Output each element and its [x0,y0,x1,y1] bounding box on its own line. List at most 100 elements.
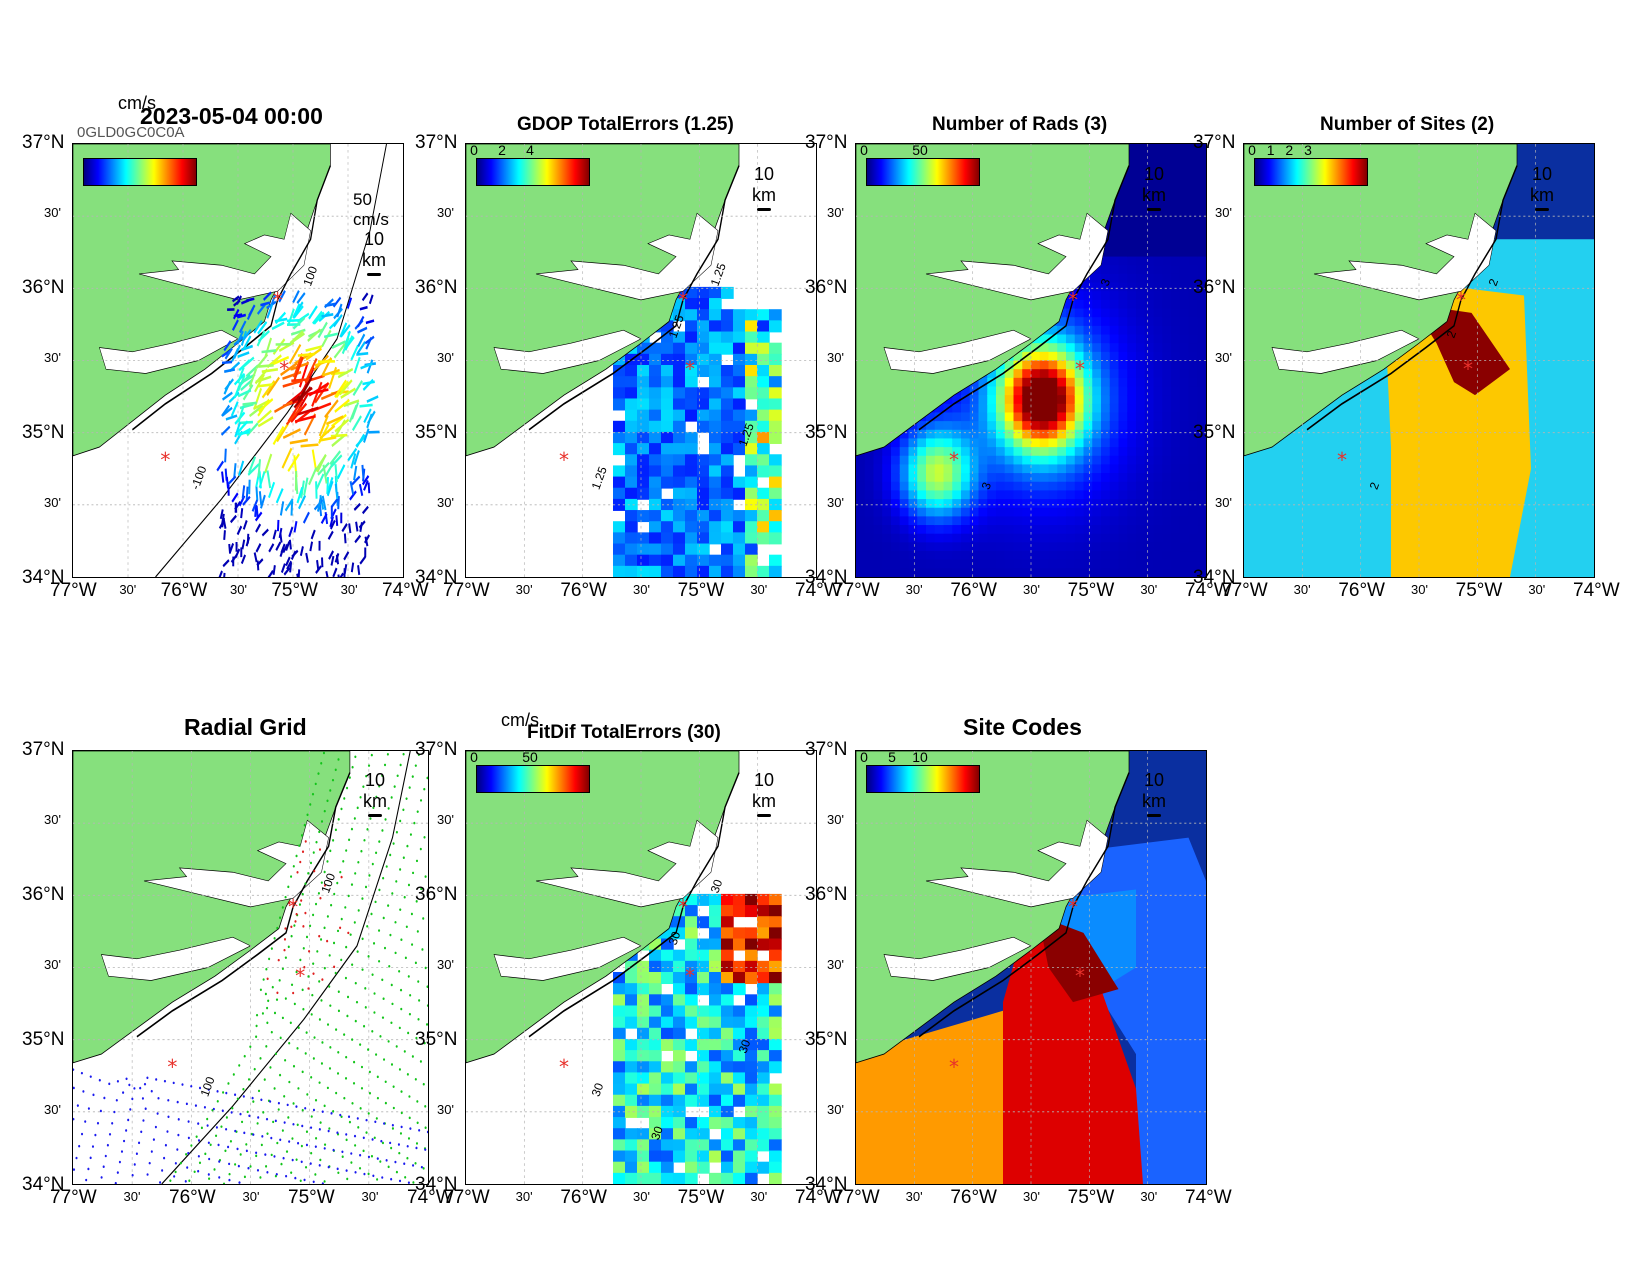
current-vector [276,422,289,443]
current-vector [233,313,243,318]
current-vector [288,539,292,550]
grid-cell [625,431,638,444]
current-vector [288,343,302,365]
grid-cell [661,960,674,973]
grid-cell [697,353,710,366]
current-vector [256,558,264,567]
lon-tick-label: 30' [633,1189,650,1204]
lon-tick-label: 77°W [833,580,880,601]
grid-cell [697,364,710,378]
grid-cell [769,1083,782,1096]
grid-cell [709,994,722,1007]
grid-cell [745,1072,758,1085]
grid-cell [649,554,662,567]
grid-cell [757,938,770,951]
current-vector [223,530,226,541]
grid-cell [637,565,650,577]
current-vector [218,519,225,530]
grid-cell [697,487,710,500]
map-plot: * * * 0 5 10 [855,750,1207,1185]
lon-tick-label: 30' [633,582,650,597]
grid-cell [649,510,662,523]
grid-cell [649,1038,662,1051]
grid-cell [709,420,722,433]
lon-tick-label: 75°W [677,580,725,601]
grid-cell [757,983,770,996]
grid-cell [769,320,782,333]
lon-tick-label: 75°W [677,1187,725,1208]
grid-cell [625,994,638,1007]
current-vector [237,420,249,434]
current-vector [335,380,349,399]
current-vector [362,380,375,386]
current-vector [341,523,348,533]
grid-cell [685,521,698,534]
grid-cell [661,1172,674,1184]
grid-cell [745,1016,758,1029]
contour-label: 2 [1486,277,1502,288]
grid-cell [721,487,734,500]
current-vector [317,321,328,339]
current-vector [366,395,379,403]
grid-cell [625,387,638,400]
grid-cell [649,1150,662,1163]
colorbar-tick-label: 0 [860,143,868,158]
site-marker-icon: * [949,1055,959,1079]
grid-cell [721,1027,734,1040]
grid-cell [625,398,638,411]
grid-cell [757,465,770,478]
grid-cell [673,443,686,456]
current-vector [242,401,257,406]
lat-tick-label: 36°N [415,277,458,298]
lat-tick-label: 34°N [805,1174,848,1195]
grid-cell [685,1072,698,1085]
current-vector [316,497,322,512]
lon-tick-label: 74°W [795,580,842,601]
current-vector [237,405,245,423]
lon-tick-label: 30' [1140,582,1158,597]
current-vector [305,345,322,352]
scale-bar-label: 10 km [1530,164,1554,205]
grid-cell [757,1050,770,1063]
grid-cell [649,398,662,411]
current-vector [227,475,237,486]
grid-cell [649,353,662,366]
grid-cell [661,1061,674,1074]
current-vector [241,299,250,305]
current-vector [359,305,368,311]
grid-cell [709,454,722,467]
lat-tick-label: 30' [827,1101,844,1117]
grid-cell [721,409,734,422]
panel-title: Site Codes [963,714,1082,740]
grid-cell [733,1094,746,1107]
grid-cell [697,983,710,996]
grid-cell [637,960,650,973]
grid-cell [685,376,698,389]
grid-cell [673,1139,686,1152]
grid-cell [709,409,722,422]
grid-cell [649,387,662,400]
colorbar [1254,158,1368,186]
current-vector [251,499,259,512]
current-vector [284,498,294,512]
current-vector [254,504,258,517]
site-marker-icon: * [160,448,170,472]
current-vector [253,552,258,563]
grid-cell [697,554,710,567]
grid-cell [649,1083,662,1096]
current-vector [298,494,307,510]
grid-cell [709,532,722,545]
scale-bar-label: 10 km [1142,164,1166,205]
lat-tick-label: 30' [1215,494,1232,510]
site-marker-icon: * [949,448,959,472]
current-vector [332,567,338,577]
current-vector [330,454,343,468]
grid-cell [649,960,662,973]
grid-cell [649,1094,662,1107]
grid-cell [625,1161,638,1174]
current-vector [315,473,325,490]
contour-label: 100 [300,264,320,288]
grid-cell [697,565,710,577]
current-vector [223,572,226,577]
lat-tick-label: 37°N [1193,132,1236,153]
